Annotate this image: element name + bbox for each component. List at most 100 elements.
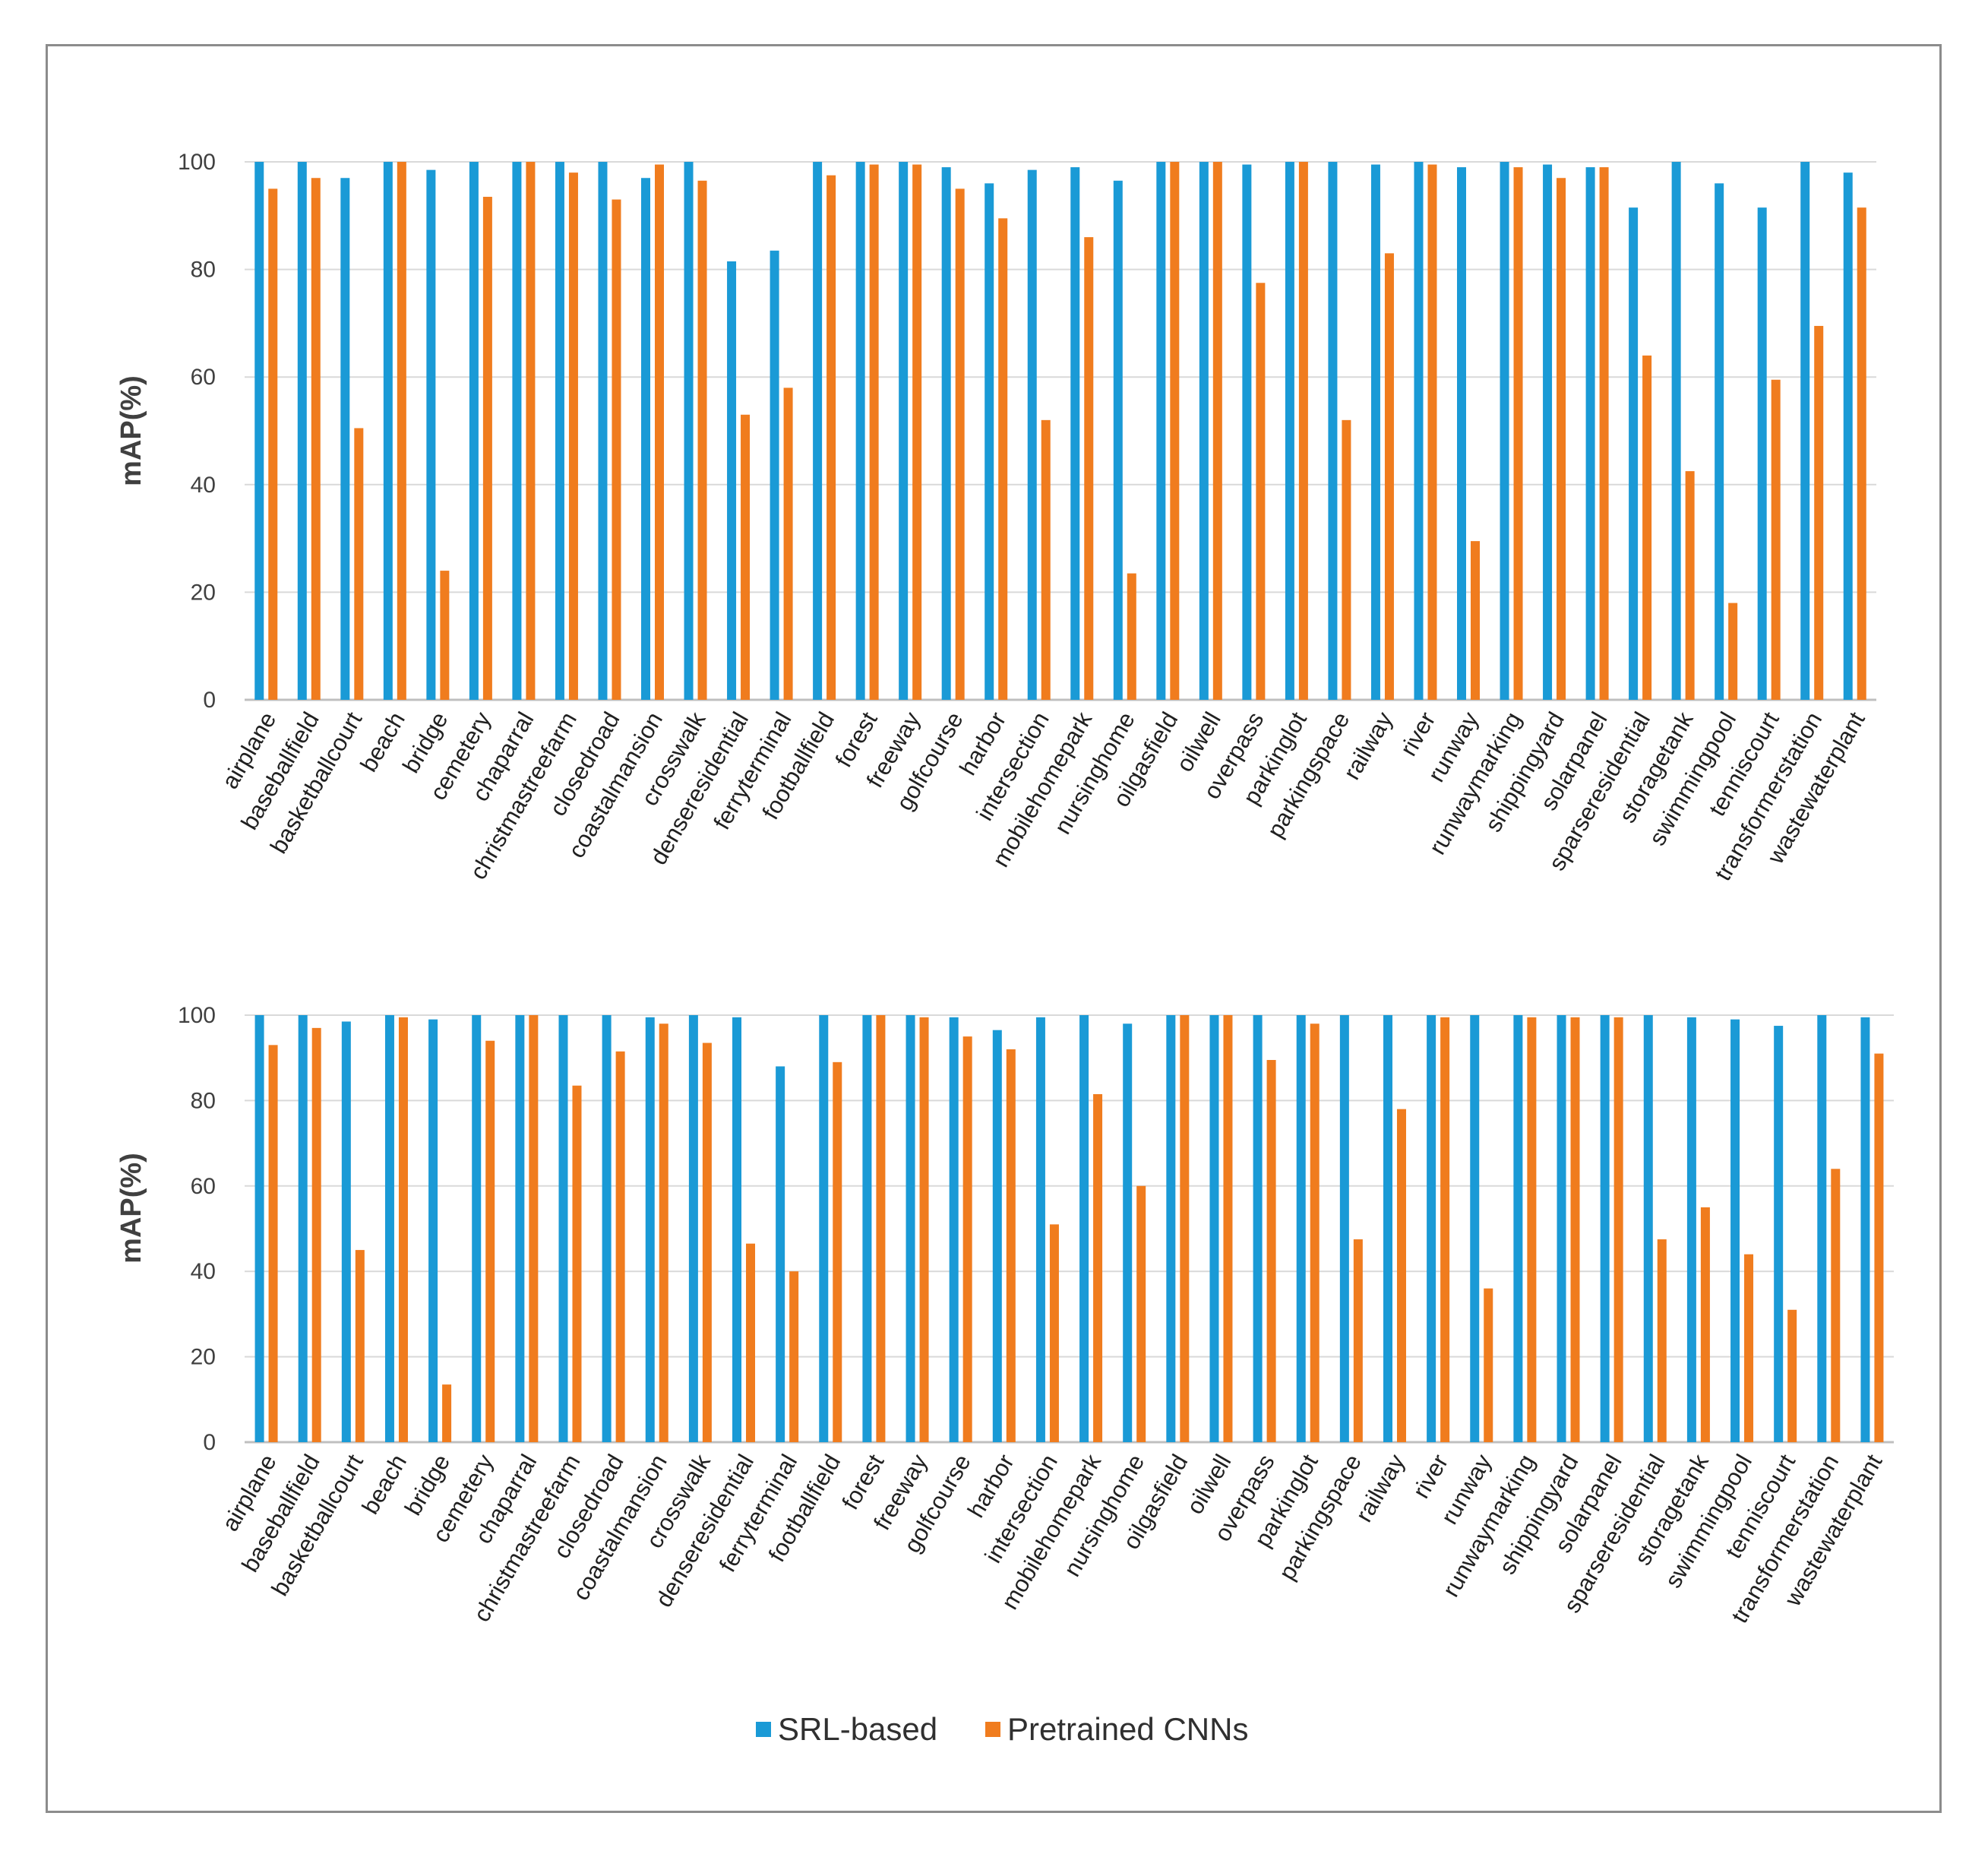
x-tick-label-river: river <box>1408 1450 1453 1503</box>
bar-srl-based-bridge <box>428 1019 438 1442</box>
y-tick-label: 80 <box>191 258 216 283</box>
bar-pretrained-cnns-oilgasfield <box>1170 162 1180 700</box>
bar-srl-based-oilgasfield <box>1166 1015 1176 1442</box>
bar-pretrained-cnns-crosswalk <box>702 1042 712 1442</box>
bar-pretrained-cnns-chaparral <box>526 162 536 700</box>
bar-srl-based-airplane <box>254 162 264 700</box>
bar-srl-based-ferryterminal <box>776 1066 785 1442</box>
bar-srl-based-airplane <box>254 1015 264 1442</box>
y-tick-label: 20 <box>191 1345 216 1370</box>
bar-srl-based-wastewaterplant <box>1843 172 1853 700</box>
bar-srl-based-runway <box>1457 167 1466 700</box>
bar-pretrained-cnns-runway <box>1471 541 1480 700</box>
bar-srl-based-christmastreefarm <box>558 1015 568 1442</box>
bar-pretrained-cnns-golfcourse <box>962 1036 972 1442</box>
bar-srl-based-transformerstation <box>1817 1015 1827 1442</box>
bar-srl-based-shippingyard <box>1557 1015 1566 1442</box>
bar-pretrained-cnns-chaparral <box>529 1015 539 1442</box>
bar-pretrained-cnns-airplane <box>268 188 278 700</box>
bar-srl-based-parkinglot <box>1285 162 1294 700</box>
y-tick-label: 40 <box>191 1259 216 1284</box>
y-axis-title: mAP(%) <box>115 375 147 486</box>
bar-pretrained-cnns-crosswalk <box>697 180 707 700</box>
bar-pretrained-cnns-nursinghome <box>1136 1185 1146 1442</box>
bar-srl-based-chaparral <box>515 1015 525 1442</box>
bar-pretrained-cnns-transformerstation <box>1814 325 1824 700</box>
bar-pretrained-cnns-harbor <box>998 218 1008 701</box>
bar-srl-based-swimmingpool <box>1730 1019 1740 1442</box>
bar-srl-based-overpass <box>1253 1015 1263 1442</box>
bar-srl-based-chaparral <box>512 162 522 700</box>
bar-srl-based-oilgasfield <box>1156 162 1166 700</box>
bar-pretrained-cnns-denseresidential <box>741 414 751 700</box>
bar-pretrained-cnns-forest <box>876 1015 886 1442</box>
bar-pretrained-cnns-beach <box>398 1017 408 1442</box>
chart-panel-top: 020406080100mAP(%)airplanebaseballfieldb… <box>115 150 1876 885</box>
legend-swatch-srl-based <box>756 1722 771 1737</box>
bar-pretrained-cnns-oilgasfield <box>1180 1015 1190 1442</box>
bar-srl-based-runwaymarking <box>1513 1015 1523 1442</box>
bar-srl-based-parkingspace <box>1339 1015 1349 1442</box>
bar-srl-based-closedroad <box>598 162 608 700</box>
bar-srl-based-crosswalk <box>684 162 694 700</box>
bar-pretrained-cnns-oilwell <box>1212 162 1222 700</box>
bar-pretrained-cnns-nursinghome <box>1127 573 1136 700</box>
bar-srl-based-sparseresidential <box>1629 207 1639 700</box>
bar-srl-based-forest <box>855 162 865 700</box>
bar-srl-based-coastalmansion <box>641 178 650 701</box>
bar-srl-based-river <box>1427 1015 1436 1442</box>
bar-srl-based-christmastreefarm <box>555 162 564 700</box>
bar-srl-based-bridge <box>426 169 436 700</box>
bar-pretrained-cnns-mobilehomepark <box>1093 1093 1103 1442</box>
bar-srl-based-ferryterminal <box>770 250 779 700</box>
bar-pretrained-cnns-solarpanel <box>1599 167 1609 700</box>
bar-pretrained-cnns-christmastreefarm <box>572 1085 582 1442</box>
bar-pretrained-cnns-denseresidential <box>746 1243 756 1442</box>
bar-srl-based-nursinghome <box>1123 1023 1133 1442</box>
bar-pretrained-cnns-golfcourse <box>955 188 965 700</box>
bar-pretrained-cnns-overpass <box>1256 283 1266 700</box>
bar-srl-based-closedroad <box>602 1015 612 1442</box>
bar-pretrained-cnns-closedroad <box>615 1051 625 1442</box>
bar-srl-based-basketballcourt <box>341 1021 351 1442</box>
bar-pretrained-cnns-transformerstation <box>1831 1169 1841 1442</box>
bar-srl-based-transformerstation <box>1800 162 1810 700</box>
bar-srl-based-overpass <box>1242 164 1252 701</box>
bar-srl-based-intersection <box>1027 169 1037 700</box>
bar-srl-based-storagetank <box>1671 162 1681 700</box>
bar-pretrained-cnns-freeway <box>919 1017 929 1442</box>
y-tick-label: 0 <box>203 688 216 713</box>
y-tick-label: 60 <box>191 1174 216 1199</box>
bar-pretrained-cnns-parkingspace <box>1342 419 1351 700</box>
bar-srl-based-solarpanel <box>1585 167 1595 700</box>
bar-srl-based-denseresidential <box>727 261 737 701</box>
bar-srl-based-cemetery <box>472 1015 482 1442</box>
bar-pretrained-cnns-runwaymarking <box>1513 167 1523 700</box>
bar-srl-based-baseballfield <box>297 162 307 700</box>
bar-pretrained-cnns-beach <box>397 162 406 700</box>
bar-pretrained-cnns-runway <box>1484 1288 1493 1442</box>
bar-pretrained-cnns-cemetery <box>482 197 492 700</box>
bar-pretrained-cnns-tenniscourt <box>1787 1309 1797 1442</box>
bar-srl-based-golfcourse <box>941 167 951 700</box>
bar-pretrained-cnns-airplane <box>268 1045 278 1442</box>
bar-pretrained-cnns-bridge <box>440 571 450 700</box>
bar-pretrained-cnns-wastewaterplant <box>1857 207 1866 700</box>
bar-pretrained-cnns-bridge <box>442 1384 452 1442</box>
bar-pretrained-cnns-basketballcourt <box>354 428 364 700</box>
bar-srl-based-crosswalk <box>688 1015 698 1442</box>
bar-pretrained-cnns-railway <box>1396 1109 1406 1442</box>
bar-pretrained-cnns-railway <box>1384 253 1394 700</box>
bar-srl-based-oilwell <box>1209 1015 1219 1442</box>
bar-srl-based-parkinglot <box>1296 1015 1306 1442</box>
bar-srl-based-oilwell <box>1199 162 1209 700</box>
bar-srl-based-beach <box>383 162 393 700</box>
y-tick-label: 40 <box>191 473 216 498</box>
bar-srl-based-river <box>1414 162 1424 700</box>
bar-srl-based-freeway <box>899 162 909 700</box>
bar-pretrained-cnns-shippingyard <box>1557 178 1566 701</box>
bar-pretrained-cnns-baseballfield <box>311 178 321 701</box>
bar-pretrained-cnns-tenniscourt <box>1771 379 1781 700</box>
bar-srl-based-parkingspace <box>1328 162 1338 700</box>
